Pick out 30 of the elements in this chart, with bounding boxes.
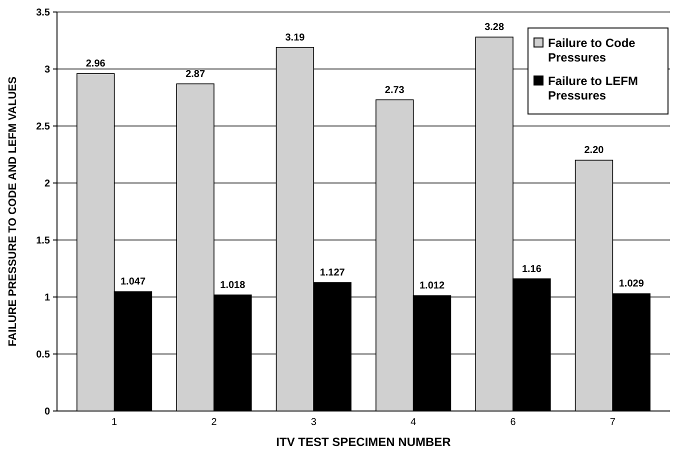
data-label: 1.012 [420,280,445,292]
data-label: 1.047 [120,276,146,288]
data-label: 1.018 [220,280,246,291]
x-tick-label: 3 [310,417,317,428]
data-label: 2.87 [186,68,206,80]
y-tick-label: 2.5 [36,122,50,132]
x-axis-title: ITV TEST SPECIMEN NUMBER [276,435,452,449]
y-tick-label: 1 [44,292,50,304]
legend-label: Failure to LEFM Pressures [548,74,638,102]
y-tick-label: 0.5 [36,350,50,360]
data-label: 2.73 [384,84,405,96]
y-tick-label: 0 [44,406,50,418]
y-tick-label: 3 [44,64,50,76]
data-label: 3.19 [285,32,306,44]
x-tick-label: 1 [112,417,118,428]
data-label: 2.20 [584,145,604,156]
data-label: 2.96 [86,58,106,70]
legend-label: Failure to Code Pressures [548,36,636,64]
data-label: 3.28 [484,22,504,34]
x-tick-label: 6 [510,417,516,428]
x-tick-label: 4 [410,417,417,428]
data-label: 1.127 [320,268,346,279]
y-tick-label: 1.5 [36,236,50,246]
x-tick-label: 7 [610,417,616,428]
data-label: 1.029 [618,278,644,290]
y-tick-label: 3.5 [36,8,50,18]
data-label: 1.16 [522,264,542,275]
x-tick-label: 2 [211,417,218,428]
y-axis-title: FAILURE PRESSURE TO CODE AND LEFM VALUES [7,76,19,346]
y-tick-label: 2 [44,178,50,190]
